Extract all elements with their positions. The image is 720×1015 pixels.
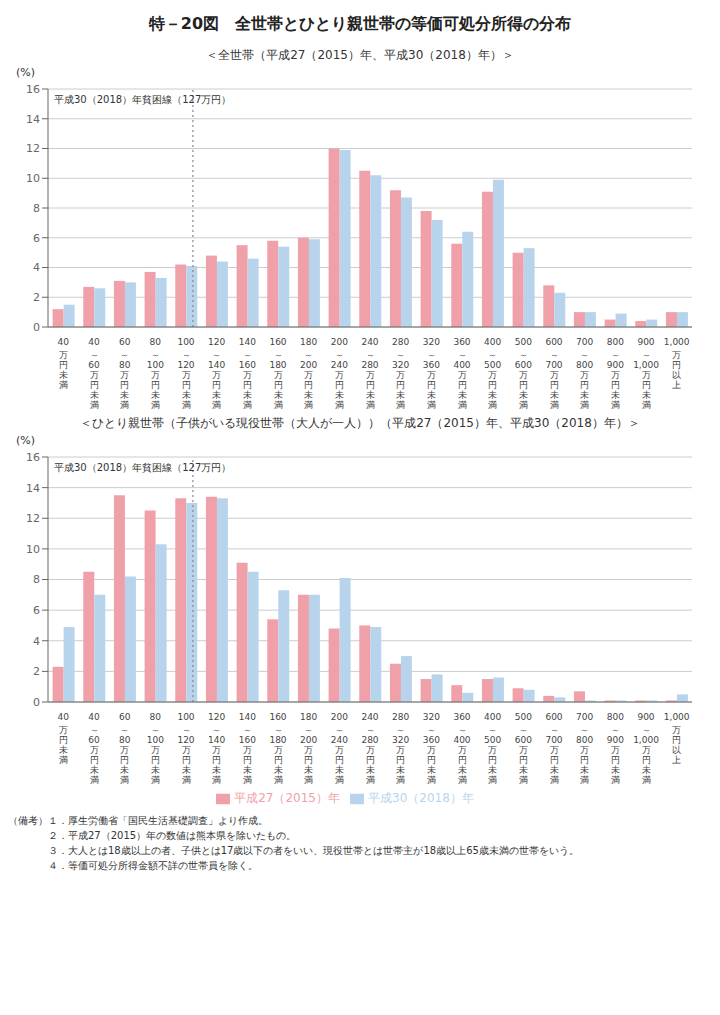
svg-text:0: 0 (33, 321, 40, 334)
svg-text:900～1,000万円未満: 900～1,000万円未満 (633, 337, 659, 409)
svg-text:160～180万円未満: 160～180万円未満 (269, 337, 286, 409)
svg-text:10: 10 (26, 172, 40, 185)
svg-text:280～320万円未満: 280～320万円未満 (392, 712, 409, 785)
svg-text:12: 12 (26, 512, 40, 525)
html-text:平成30（2018）年貧困線（127万円）: 平成30（2018）年貧困線（127万円） (54, 462, 232, 473)
svg-text:800～900万円未満: 800～900万円未満 (607, 712, 624, 785)
svg-text:14: 14 (26, 113, 40, 126)
svg-text:120～140万円未満: 120～140万円未満 (208, 712, 225, 785)
svg-text:16: 16 (26, 83, 40, 96)
svg-text:900～1,000万円未満: 900～1,000万円未満 (633, 712, 659, 785)
svg-text:40万円未満: 40万円未満 (58, 337, 70, 390)
svg-text:320～360万円未満: 320～360万円未満 (423, 712, 440, 785)
svg-text:120～140万円未満: 120～140万円未満 (208, 337, 225, 409)
svg-text:12: 12 (26, 142, 40, 155)
svg-text:16: 16 (26, 451, 40, 464)
svg-text:8: 8 (33, 573, 40, 586)
html-text:（備考）１．厚生労働省「国民生活基礎調査」より作成。: （備考）１．厚生労働省「国民生活基礎調査」より作成。 (8, 815, 268, 826)
svg-text:100～120万円未満: 100～120万円未満 (177, 712, 194, 785)
svg-text:140～160万円未満: 140～160万円未満 (239, 712, 256, 785)
svg-text:180～200万円未満: 180～200万円未満 (300, 337, 317, 409)
svg-text:200～240万円未満: 200～240万円未満 (331, 337, 348, 409)
svg-text:500～600万円未満: 500～600万円未満 (515, 337, 532, 409)
svg-text:0: 0 (33, 696, 40, 709)
svg-text:180～200万円未満: 180～200万円未満 (300, 712, 317, 785)
svg-text:2: 2 (33, 291, 40, 304)
html-text:＜全世帯（平成27（2015）年、平成30（2018）年）＞: ＜全世帯（平成27（2015）年、平成30（2018）年）＞ (206, 48, 514, 62)
svg-text:40～60万円未満: 40～60万円未満 (88, 337, 100, 409)
svg-text:40万円未満: 40万円未満 (58, 712, 70, 765)
html-text:平成27（2015）年: 平成27（2015）年 (234, 791, 340, 805)
svg-text:140～160万円未満: 140～160万円未満 (239, 337, 256, 409)
svg-text:240～280万円未満: 240～280万円未満 (361, 712, 378, 785)
svg-text:80～100万円未満: 80～100万円未満 (147, 337, 164, 409)
svg-text:500～600万円未満: 500～600万円未満 (515, 712, 532, 785)
svg-text:6: 6 (33, 232, 40, 245)
html-text:４．等価可処分所得金額不詳の世帯員を除く。: ４．等価可処分所得金額不詳の世帯員を除く。 (8, 860, 258, 871)
svg-text:40～60万円未満: 40～60万円未満 (88, 712, 100, 785)
svg-text:8: 8 (33, 202, 40, 215)
svg-text:240～280万円未満: 240～280万円未満 (361, 337, 378, 409)
html-text:平成30（2018）年貧困線（127万円）: 平成30（2018）年貧困線（127万円） (54, 94, 232, 105)
svg-text:400～500万円未満: 400～500万円未満 (484, 712, 501, 785)
svg-text:60～80万円未満: 60～80万円未満 (119, 712, 131, 785)
html-text:３．大人とは18歳以上の者、子供とは17歳以下の者をいい、現: ３．大人とは18歳以上の者、子供とは17歳以下の者をいい、現役世帯とは世帯主が1… (8, 845, 579, 856)
svg-text:4: 4 (33, 261, 40, 274)
svg-text:320～360万円未満: 320～360万円未満 (423, 337, 440, 409)
svg-text:1,000万円以上: 1,000万円以上 (664, 712, 690, 765)
svg-text:4: 4 (33, 635, 40, 648)
svg-text:360～400万円未満: 360～400万円未満 (453, 337, 470, 409)
html-text:＜ひとり親世帯（子供がいる現役世帯（大人が一人））（平成27: ＜ひとり親世帯（子供がいる現役世帯（大人が一人））（平成27（2015）年、平成… (80, 416, 640, 430)
svg-text:80～100万円未満: 80～100万円未満 (147, 712, 164, 785)
svg-text:800～900万円未満: 800～900万円未満 (607, 337, 624, 409)
html-text:特－20図 全世帯とひとり親世帯の等価可処分所得の分布: 特－20図 全世帯とひとり親世帯の等価可処分所得の分布 (148, 14, 572, 33)
svg-text:10: 10 (26, 543, 40, 556)
svg-text:400～500万円未満: 400～500万円未満 (484, 337, 501, 409)
svg-text:60～80万円未満: 60～80万円未満 (119, 337, 131, 409)
svg-text:360～400万円未満: 360～400万円未満 (453, 712, 470, 785)
html-text:平成30（2018）年: 平成30（2018）年 (368, 791, 474, 805)
svg-text:200～240万円未満: 200～240万円未満 (331, 712, 348, 785)
svg-text:700～800万円未満: 700～800万円未満 (576, 712, 593, 785)
svg-text:2: 2 (33, 665, 40, 678)
html-text:２．平成27（2015）年の数値は熊本県を除いたもの。: ２．平成27（2015）年の数値は熊本県を除いたもの。 (8, 830, 297, 841)
svg-text:280～320万円未満: 280～320万円未満 (392, 337, 409, 409)
svg-text:600～700万円未満: 600～700万円未満 (545, 337, 562, 409)
svg-text:1,000万円以上: 1,000万円以上 (664, 337, 690, 390)
svg-text:6: 6 (33, 604, 40, 617)
svg-text:160～180万円未満: 160～180万円未満 (269, 712, 286, 785)
svg-text:100～120万円未満: 100～120万円未満 (177, 337, 194, 409)
svg-text:14: 14 (26, 482, 40, 495)
svg-text:700～800万円未満: 700～800万円未満 (576, 337, 593, 409)
svg-text:600～700万円未満: 600～700万円未満 (545, 712, 562, 785)
